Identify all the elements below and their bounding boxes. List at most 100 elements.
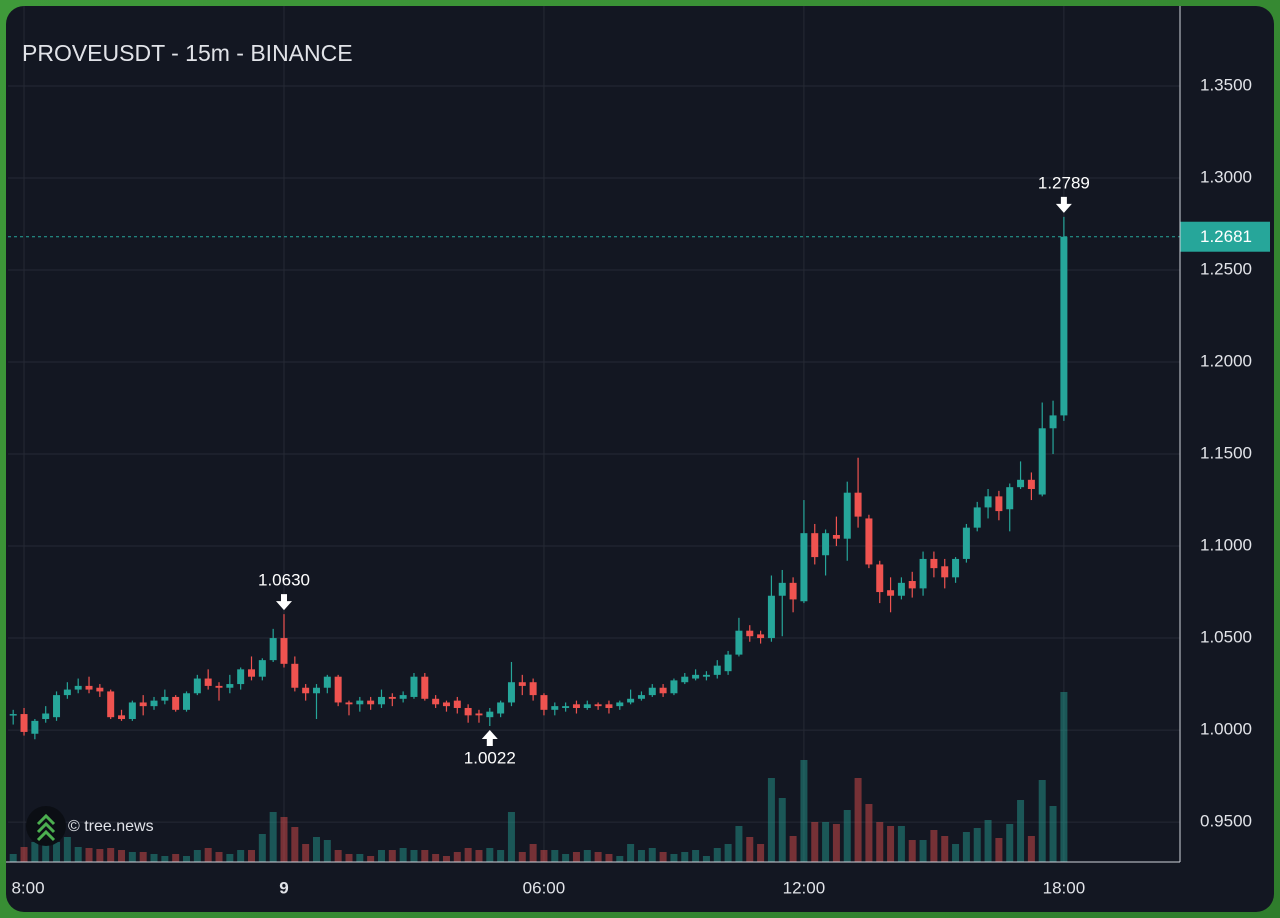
candle-body <box>161 696 169 701</box>
volume-bar <box>854 778 862 862</box>
volume-bar <box>53 842 61 862</box>
volume-bar <box>183 856 191 862</box>
volume-bar <box>941 836 949 862</box>
candle-body <box>497 702 505 714</box>
candle-body <box>421 676 429 699</box>
volume-bar <box>31 842 39 862</box>
volume-bar <box>453 852 461 862</box>
candle-body <box>540 695 548 710</box>
volume-bar <box>96 849 104 862</box>
candle-body <box>778 582 786 596</box>
annotation-label: 1.0022 <box>464 748 516 767</box>
volume-bar <box>442 856 450 862</box>
y-tick-label: 1.0500 <box>1200 628 1252 647</box>
candle-body <box>118 715 126 720</box>
y-tick-label: 0.9500 <box>1200 812 1252 831</box>
candle-body <box>139 702 147 707</box>
volume-bar <box>735 826 743 862</box>
volume-bar <box>865 804 873 862</box>
volume-bar <box>800 760 808 862</box>
volume-bar <box>20 847 28 862</box>
candle-body <box>930 558 938 569</box>
candle-body <box>822 533 830 556</box>
candle-body <box>9 714 17 716</box>
volume-bar <box>345 854 353 862</box>
candle-body <box>183 693 191 710</box>
candle-body <box>1060 236 1068 416</box>
candle-body <box>897 582 905 596</box>
volume-bar <box>226 854 234 862</box>
candle-body <box>681 676 689 683</box>
volume-bar <box>919 840 927 862</box>
candle-body <box>995 496 1003 512</box>
candle-body <box>919 558 927 589</box>
x-tick-label: 12:00 <box>783 878 826 897</box>
candle-body <box>887 590 895 596</box>
candle-body <box>952 558 960 578</box>
candle-body <box>280 638 288 664</box>
candle-body <box>1049 415 1057 429</box>
candle-body <box>973 507 981 528</box>
volume-bar <box>486 848 494 862</box>
candle-body <box>204 678 212 686</box>
candle-body <box>692 674 700 679</box>
candle-body <box>367 700 375 705</box>
candle-body <box>811 533 819 558</box>
candle-body <box>85 685 93 690</box>
candle-body <box>594 704 602 707</box>
volume-bar <box>551 850 559 862</box>
candle-body <box>865 518 873 565</box>
volume-bar <box>432 854 440 862</box>
volume-bar <box>529 844 537 862</box>
volume-bar <box>269 812 277 862</box>
candle-body <box>334 676 342 703</box>
volume-bar <box>627 844 635 862</box>
candle-body <box>659 687 667 694</box>
candle-body <box>323 676 331 688</box>
candle-body <box>377 696 385 705</box>
volume-bar <box>616 856 624 862</box>
volume-bar <box>74 847 82 862</box>
volume-bar <box>9 854 17 862</box>
y-tick-label: 1.3000 <box>1200 168 1252 187</box>
volume-bar <box>247 850 255 862</box>
volume-bar <box>973 828 981 862</box>
volume-bar <box>692 850 700 862</box>
volume-bar <box>572 852 580 862</box>
candle-body <box>1006 487 1014 510</box>
x-tick-label: 18:00 <box>1043 878 1086 897</box>
volume-bar <box>681 852 689 862</box>
annotation-label: 1.0630 <box>258 571 310 590</box>
candle-body <box>627 698 635 703</box>
candle-body <box>648 687 656 696</box>
candle-body <box>42 713 50 720</box>
volume-bar <box>659 852 667 862</box>
candle-body <box>74 685 82 690</box>
volume-bar <box>562 854 570 862</box>
candle-body <box>464 707 472 716</box>
volume-bar <box>789 836 797 862</box>
candle-body <box>767 595 775 639</box>
candle-body <box>312 687 320 694</box>
watermark: © tree.news <box>26 806 154 846</box>
candle-body <box>984 496 992 508</box>
volume-bar <box>291 827 299 862</box>
candle-body <box>757 634 765 639</box>
volume-bar <box>399 848 407 862</box>
candle-body <box>410 676 418 697</box>
y-tick-label: 1.3500 <box>1200 76 1252 95</box>
panel <box>6 6 1274 912</box>
y-tick-label: 1.2500 <box>1200 260 1252 279</box>
candle-body <box>31 720 39 734</box>
candle-body <box>193 678 201 694</box>
volume-bar <box>377 850 385 862</box>
candle-body <box>399 695 407 699</box>
volume-bar <box>952 844 960 862</box>
y-tick-label: 1.2000 <box>1200 352 1252 371</box>
candle-body <box>507 682 515 703</box>
volume-bar <box>540 850 548 862</box>
logo-icon <box>36 813 56 842</box>
volume-bar <box>1060 692 1068 862</box>
candle-body <box>172 696 180 710</box>
candle-body <box>53 695 61 718</box>
